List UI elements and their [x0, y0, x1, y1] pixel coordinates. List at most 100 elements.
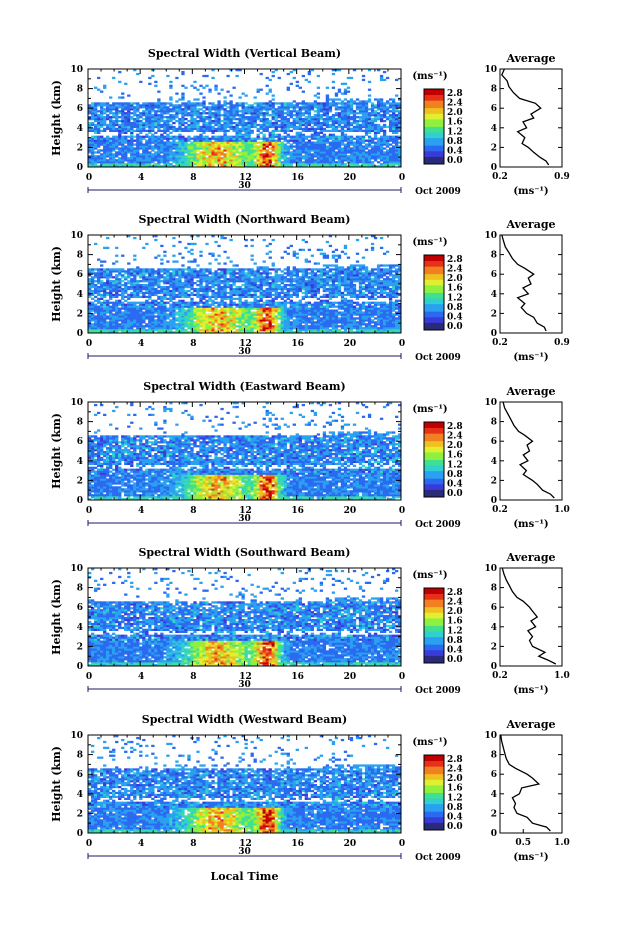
- heatmap-cell: [344, 308, 347, 310]
- heatmap-cell: [157, 120, 160, 122]
- heatmap-cell: [163, 149, 166, 151]
- heatmap-cell: [272, 108, 275, 110]
- heatmap-cell: [281, 116, 284, 118]
- heatmap-cell: [257, 104, 260, 106]
- heatmap-cell: [172, 313, 175, 315]
- heatmap-cell: [386, 116, 389, 118]
- heatmap-cell: [275, 321, 278, 323]
- heatmap-cell: [220, 319, 223, 321]
- heatmap-cell: [226, 112, 229, 114]
- heatmap-cell: [248, 319, 251, 321]
- heatmap-cell: [296, 313, 299, 315]
- heatmap-cell: [269, 114, 272, 116]
- heatmap-cell: [392, 100, 395, 102]
- heatmap-cell: [169, 321, 172, 323]
- heatmap-cell: [263, 159, 266, 161]
- heatmap-cell: [142, 327, 145, 329]
- heatmap-cell: [380, 321, 383, 323]
- heatmap-cell: [175, 319, 178, 321]
- heatmap-cell: [287, 296, 290, 298]
- heatmap-cell: [163, 108, 166, 110]
- heatmap-cell: [371, 315, 374, 317]
- heatmap-cell: [184, 142, 187, 144]
- heatmap-cell: [293, 159, 296, 161]
- heatmap-cell: [386, 327, 389, 329]
- heatmap-cell: [121, 116, 124, 118]
- heatmap-cell: [178, 325, 181, 327]
- heatmap-cell: [266, 122, 269, 124]
- heatmap-cell: [305, 151, 308, 153]
- heatmap-cell: [112, 153, 115, 155]
- heatmap-cell: [205, 327, 208, 329]
- heatmap-cell: [353, 321, 356, 323]
- heatmap-cell: [139, 308, 142, 310]
- heatmap-cell: [220, 104, 223, 106]
- heatmap-cell: [151, 321, 154, 323]
- heatmap-cell: [356, 124, 359, 126]
- heatmap-cell: [220, 142, 223, 144]
- heatmap-cell: [335, 120, 338, 122]
- heatmap-cell: [220, 153, 223, 155]
- heatmap-cell: [326, 323, 329, 325]
- heatmap-cell: [383, 325, 386, 327]
- heatmap-cell: [308, 114, 311, 116]
- heatmap-cell: [248, 308, 251, 310]
- heatmap-cell: [220, 325, 223, 327]
- heatmap-cell: [178, 122, 181, 124]
- heatmap-cell: [395, 110, 398, 112]
- heatmap-cell: [169, 124, 172, 126]
- heatmap-cell: [275, 309, 278, 311]
- panel-title: Spectral Width (Vertical Beam): [148, 47, 341, 60]
- heatmap-cell: [356, 323, 359, 325]
- heatmap-cell: [278, 112, 281, 114]
- heatmap-cell: [217, 325, 220, 327]
- heatmap-cell: [284, 132, 287, 134]
- heatmap-cell: [317, 145, 320, 147]
- heatmap-cell: [281, 102, 284, 104]
- heatmap-cell: [308, 321, 311, 323]
- heatmap-cell: [359, 149, 362, 151]
- heatmap-cell: [97, 161, 100, 163]
- heatmap-cell: [323, 321, 326, 323]
- heatmap-cell: [347, 106, 350, 108]
- heatmap-cell: [356, 128, 359, 130]
- heatmap-cell: [338, 136, 341, 138]
- heatmap-cell: [248, 313, 251, 315]
- heatmap-cell: [314, 313, 317, 315]
- heatmap-cell: [208, 126, 211, 128]
- heatmap-cell: [124, 104, 127, 106]
- heatmap-cell: [341, 153, 344, 155]
- heatmap-cell: [154, 114, 157, 116]
- heatmap-cell: [353, 325, 356, 327]
- heatmap-cell: [335, 329, 338, 331]
- heatmap-cell: [109, 126, 112, 128]
- heatmap-cell: [368, 136, 371, 138]
- heatmap-cell: [374, 323, 377, 325]
- heatmap-cell: [169, 145, 172, 147]
- heatmap-cell: [166, 145, 169, 147]
- heatmap-cell: [163, 315, 166, 317]
- heatmap-cell: [229, 321, 232, 323]
- heatmap-cell: [103, 302, 106, 304]
- heatmap-cell: [299, 136, 302, 138]
- heatmap-cell: [154, 153, 157, 155]
- heatmap-cell: [257, 157, 260, 159]
- heatmap-cell: [226, 142, 229, 144]
- heatmap-cell: [350, 315, 353, 317]
- heatmap-cell: [208, 163, 211, 165]
- heatmap-cell: [377, 327, 380, 329]
- heatmap-cell: [263, 124, 266, 126]
- heatmap-cell: [263, 104, 266, 106]
- heatmap-cell: [272, 153, 275, 155]
- heatmap-cell: [365, 106, 368, 108]
- heatmap-cell: [332, 155, 335, 157]
- heatmap-cell: [332, 98, 335, 100]
- heatmap-cell: [220, 309, 223, 311]
- heatmap-cell: [178, 163, 181, 165]
- heatmap-cell: [248, 302, 251, 304]
- heatmap-cell: [205, 145, 208, 147]
- heatmap-cell: [317, 163, 320, 165]
- heatmap-cell: [311, 157, 314, 159]
- heatmap-cell: [166, 321, 169, 323]
- heatmap-cell: [163, 128, 166, 130]
